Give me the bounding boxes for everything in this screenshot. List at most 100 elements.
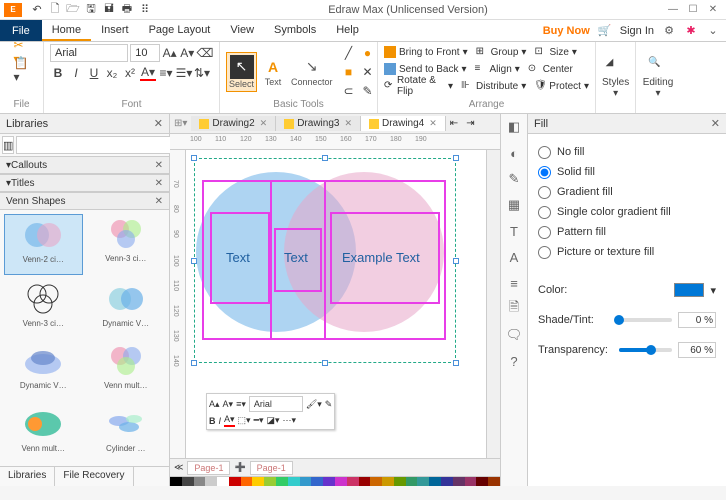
side-tool-icon[interactable]: 🗨 — [505, 326, 523, 344]
select-tool[interactable]: ↖ Select — [226, 52, 257, 92]
vertical-scrollbar[interactable] — [486, 150, 500, 458]
color-dropdown-icon[interactable]: ▾ — [710, 284, 716, 297]
clipboard-icon[interactable]: 📋▾ — [14, 62, 30, 78]
color-swatch[interactable] — [170, 477, 182, 486]
mini-brush-icon[interactable]: 🖌▾ — [306, 399, 322, 410]
shape-venn3b[interactable]: Venn-3 ci… — [4, 279, 83, 338]
color-swatch[interactable] — [406, 477, 418, 486]
side-tool-icon[interactable]: 🗎 — [505, 300, 523, 318]
qat-new-icon[interactable]: 🗋 — [48, 3, 62, 17]
editing-button[interactable]: 🔍Editing▾ — [642, 57, 674, 99]
section-callouts[interactable]: ▾Callouts✕ — [0, 156, 169, 174]
bullets-icon[interactable]: ☰▾ — [176, 65, 192, 81]
tab-view[interactable]: View — [220, 20, 264, 41]
bold-icon[interactable]: B — [50, 65, 66, 81]
color-swatch[interactable] — [382, 477, 394, 486]
underline-icon[interactable]: U — [86, 65, 102, 81]
venn-close-icon[interactable]: ✕ — [155, 196, 163, 207]
color-swatch[interactable] — [441, 477, 453, 486]
close-tab-icon[interactable]: ✕ — [260, 118, 268, 129]
square-shape-icon[interactable]: ■ — [341, 64, 357, 80]
close-button[interactable]: ✕ — [704, 3, 722, 17]
page-add-icon[interactable]: ➕ — [234, 462, 245, 473]
font-color-icon[interactable]: A▾ — [140, 65, 156, 81]
side-tool-icon[interactable]: ◧ — [505, 118, 523, 136]
group-button[interactable]: ⊞Group ▾ — [476, 44, 527, 60]
qat-save-icon[interactable]: 🖫 — [84, 3, 98, 17]
shape-cyl[interactable]: Cylinder … — [87, 404, 166, 463]
styles-button[interactable]: ◢Styles▾ — [602, 57, 629, 99]
color-swatch[interactable] — [674, 283, 704, 297]
color-swatch[interactable] — [182, 477, 194, 486]
section-venn[interactable]: Venn Shapes✕ — [0, 192, 169, 210]
mini-more-icon[interactable]: ⋯▾ — [283, 415, 297, 426]
tab-insert[interactable]: Insert — [91, 20, 139, 41]
color-swatch[interactable] — [205, 477, 217, 486]
cart-icon[interactable]: 🛒 — [598, 24, 612, 38]
align-icon[interactable]: ≡▾ — [158, 65, 174, 81]
font-size-combo[interactable]: 10 — [130, 44, 160, 62]
font-family-combo[interactable]: Arial — [50, 44, 128, 62]
side-tool-icon[interactable]: ◐ — [505, 144, 523, 162]
collapse-ribbon-icon[interactable]: ⌄ — [706, 24, 720, 38]
color-swatch[interactable] — [453, 477, 465, 486]
side-tool-icon[interactable]: ≡ — [505, 274, 523, 292]
text-tool[interactable]: A Text — [261, 55, 285, 89]
highlight-icon[interactable]: x² — [122, 65, 138, 81]
color-swatch[interactable] — [488, 477, 500, 486]
shape-mult2[interactable]: Venn mult… — [4, 404, 83, 463]
radio-gradient-fill[interactable]: Gradient fill — [538, 182, 716, 202]
radio-no-fill[interactable]: No fill — [538, 142, 716, 162]
lib-pick-icon[interactable]: ▥ — [2, 136, 14, 154]
shape-venn3a[interactable]: Venn-3 ci… — [87, 214, 166, 275]
buy-now-link[interactable]: Buy Now — [543, 25, 590, 37]
mini-shadow-icon[interactable]: ◪▾ — [267, 415, 280, 426]
venn-text-2[interactable]: Text — [284, 250, 308, 265]
color-swatch[interactable] — [300, 477, 312, 486]
color-swatch[interactable] — [241, 477, 253, 486]
mini-grow-icon[interactable]: A▴ — [209, 399, 220, 410]
color-swatch[interactable] — [229, 477, 241, 486]
page-tab-2[interactable]: Page-1 — [250, 461, 293, 475]
mini-align-icon[interactable]: ≡▾ — [236, 399, 246, 410]
mini-font-combo[interactable]: Arial — [249, 396, 303, 412]
doc-tab-drawing3[interactable]: Drawing3✕ — [276, 116, 361, 131]
grow-font-icon[interactable]: A▴ — [162, 45, 178, 61]
radio-pattern-fill[interactable]: Pattern fill — [538, 222, 716, 242]
shade-value[interactable]: 0 % — [678, 312, 716, 328]
side-tool-icon[interactable]: ▦ — [505, 196, 523, 214]
color-swatch[interactable] — [288, 477, 300, 486]
close-tab-icon[interactable]: ✕ — [429, 118, 437, 129]
color-swatch[interactable] — [359, 477, 371, 486]
distribute-button[interactable]: ⊪Distribute ▾ — [461, 78, 526, 94]
color-swatch[interactable] — [194, 477, 206, 486]
mini-line-icon[interactable]: ━▾ — [254, 415, 264, 426]
spacing-icon[interactable]: ⇅▾ — [194, 65, 210, 81]
italic-icon[interactable]: I — [68, 65, 84, 81]
tab-help[interactable]: Help — [326, 20, 369, 41]
callouts-close-icon[interactable]: ✕ — [155, 160, 163, 171]
shape-dyn2[interactable]: Dynamic V… — [4, 341, 83, 400]
rotate-flip-button[interactable]: ⟳Rotate & Flip ▾ — [384, 78, 453, 94]
color-swatch[interactable] — [476, 477, 488, 486]
window-color-icon[interactable]: ✱ — [684, 24, 698, 38]
color-swatch[interactable] — [335, 477, 347, 486]
fill-close-icon[interactable]: ✕ — [711, 117, 720, 130]
color-swatch[interactable] — [217, 477, 229, 486]
color-swatch[interactable] — [276, 477, 288, 486]
protect-button[interactable]: 🛡Protect ▾ — [534, 78, 589, 94]
section-titles[interactable]: ▾Titles✕ — [0, 174, 169, 192]
doc-tab-drawing4[interactable]: Drawing4✕ — [361, 116, 446, 131]
side-tool-icon[interactable]: T — [505, 222, 523, 240]
tab-nav-next-icon[interactable]: ⇥ — [462, 118, 478, 129]
pencil-icon[interactable]: ✎ — [360, 83, 376, 99]
canvas[interactable]: Text Text Example Text A▴ A▾ ≡▾ Arial 🖌▾… — [186, 150, 486, 458]
page-nav-icon[interactable]: ≪ — [174, 462, 183, 473]
qat-open-icon[interactable]: 🗁 — [66, 3, 80, 17]
mini-italic-icon[interactable]: I — [219, 416, 222, 426]
tab-nav-prev-icon[interactable]: ⇤ — [446, 118, 462, 129]
tabs-dropdown-icon[interactable]: ⊞▾ — [170, 118, 191, 129]
bring-front-button[interactable]: Bring to Front ▾ — [384, 44, 468, 60]
side-tool-icon[interactable]: A — [505, 248, 523, 266]
color-swatch[interactable] — [465, 477, 477, 486]
